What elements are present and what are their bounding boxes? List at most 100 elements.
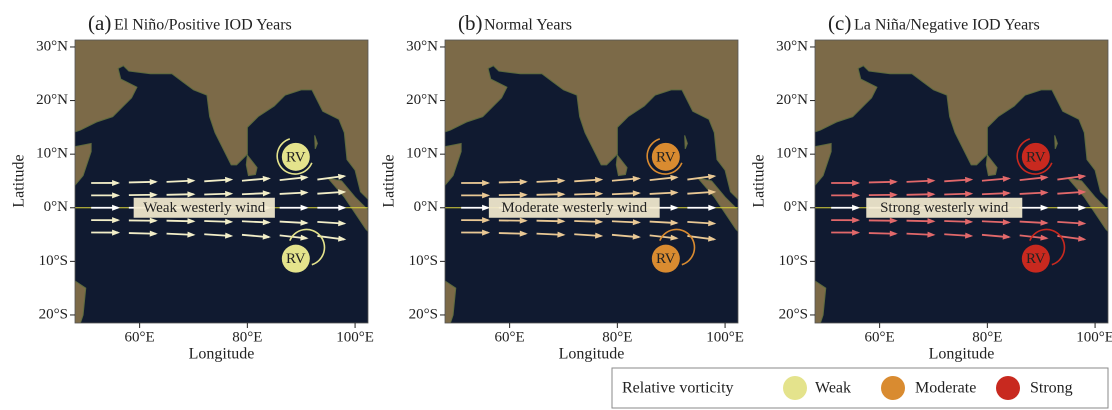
- wind-arrow-head: [670, 189, 679, 196]
- panel-title: El Niño/Positive IOD Years: [114, 17, 292, 34]
- wind-arrow-head: [708, 220, 717, 227]
- wind-arrow-head: [112, 204, 121, 211]
- land: [445, 280, 457, 323]
- panel-title: Normal Years: [484, 17, 572, 34]
- wind-arrow-head: [1002, 219, 1011, 226]
- wind-arrow-head: [707, 235, 717, 242]
- wind-arrow-head: [300, 219, 309, 226]
- x-tick-label: 100°E: [336, 329, 374, 345]
- wind-arrow-head: [595, 232, 604, 239]
- x-axis-label: Longitude: [929, 346, 995, 363]
- y-tick-label: 10°S: [779, 253, 808, 269]
- rv-label: RV: [286, 251, 306, 267]
- wind-arrow-head: [557, 177, 566, 184]
- wind-arrow-head: [1002, 175, 1011, 182]
- land: [445, 40, 738, 200]
- wind-arrow-head: [1078, 189, 1087, 196]
- wind-arrow-head: [337, 173, 347, 180]
- x-tick-label: 80°E: [232, 329, 262, 345]
- y-tick-label: 20°N: [406, 92, 438, 108]
- wind-arrow-head: [300, 189, 309, 196]
- legend-swatch: [881, 376, 905, 400]
- wind-arrow-head: [708, 204, 717, 211]
- wind-arrow-head: [338, 189, 347, 196]
- wind-arrow-head: [338, 204, 347, 211]
- y-tick-label: 0°N: [414, 199, 438, 215]
- legend-title: Relative vorticity: [622, 380, 734, 397]
- rv-label: RV: [656, 149, 676, 165]
- wind-arrow-head: [965, 232, 974, 239]
- wind-arrow-head: [1078, 220, 1087, 227]
- wind-arrow-head: [300, 174, 309, 181]
- rv-circle: [1021, 142, 1050, 171]
- panel-title: La Niña/Negative IOD Years: [854, 17, 1040, 34]
- wind-arrow-head: [225, 176, 234, 183]
- wind-arrow-head: [262, 233, 271, 240]
- wind-arrow-head: [852, 229, 861, 236]
- x-tick-label: 60°E: [125, 329, 155, 345]
- wind-arrow-head: [149, 178, 158, 185]
- wind-arrow-head: [1040, 219, 1049, 226]
- legend-label: Moderate: [915, 380, 976, 397]
- land: [326, 177, 368, 233]
- land: [985, 153, 998, 177]
- x-tick-label: 80°E: [602, 329, 632, 345]
- wind-arrow-head: [482, 192, 491, 199]
- wind-arrow-head: [149, 230, 158, 237]
- wind-arrow-head: [519, 230, 528, 237]
- wind-arrow-head: [519, 191, 528, 198]
- plot-frame: [444, 39, 739, 324]
- legend-swatch: [783, 376, 807, 400]
- y-tick-label: 0°N: [784, 199, 808, 215]
- wind-arrow-head: [1040, 234, 1049, 241]
- wind-arrow-head: [482, 229, 491, 236]
- panel-label: (b): [458, 11, 483, 35]
- x-tick-label: 60°E: [495, 329, 525, 345]
- map-panel: (c) La Niña/Negative IOD Years Strong west…: [751, 11, 1112, 363]
- wind-arrow-head: [1078, 204, 1087, 211]
- wind-arrow-head: [149, 191, 158, 198]
- rv-rotation: [646, 138, 683, 175]
- wind-arrow-head: [482, 179, 491, 186]
- wind-arrow-head: [337, 235, 347, 242]
- x-tick-label: 100°E: [706, 329, 744, 345]
- y-tick-label: 0°N: [44, 199, 68, 215]
- wind-arrow-head: [225, 218, 234, 225]
- wind-arrow-head: [708, 189, 717, 196]
- y-tick-label: 30°N: [776, 38, 808, 54]
- wind-arrow-head: [595, 218, 604, 225]
- wind-arrow-head: [852, 217, 861, 224]
- rv-circle: [281, 142, 310, 171]
- y-axis-label: Latitude: [381, 154, 398, 207]
- rv-label: RV: [1026, 149, 1046, 165]
- wind-arrow-head: [595, 190, 604, 197]
- wind-arrow-head: [889, 191, 898, 198]
- x-axis-label: Longitude: [189, 346, 255, 363]
- wind-label: Strong westerly wind: [880, 200, 1009, 216]
- wind-arrow-head: [670, 174, 679, 181]
- land: [1066, 177, 1108, 233]
- legend: Relative vorticity Weak Moderate Strong: [611, 367, 1109, 409]
- wind-arrow-head: [1077, 173, 1087, 180]
- wind-arrow-head: [670, 219, 679, 226]
- y-tick-label: 30°N: [36, 38, 68, 54]
- wind-label-box: [866, 197, 1023, 218]
- map-panel: (a) El Niño/Positive IOD Years Weak wester…: [11, 11, 374, 363]
- wind-arrow-head: [965, 218, 974, 225]
- wind-arrow-head: [670, 234, 679, 241]
- y-tick-label: 10°N: [36, 146, 68, 162]
- land: [75, 142, 92, 187]
- wind-arrow-head: [889, 230, 898, 237]
- wind-arrow-head: [927, 191, 936, 198]
- wind-arrow-head: [927, 231, 936, 238]
- wind-arrow-head: [187, 191, 196, 198]
- land: [75, 40, 368, 200]
- wind-arrow-head: [482, 204, 491, 211]
- wind-arrow-head: [927, 177, 936, 184]
- land: [245, 153, 258, 177]
- wind-arrow-head: [1077, 235, 1087, 242]
- wind-arrow-head: [112, 229, 121, 236]
- y-axis-label: Latitude: [11, 154, 28, 207]
- wind-arrow-head: [519, 217, 528, 224]
